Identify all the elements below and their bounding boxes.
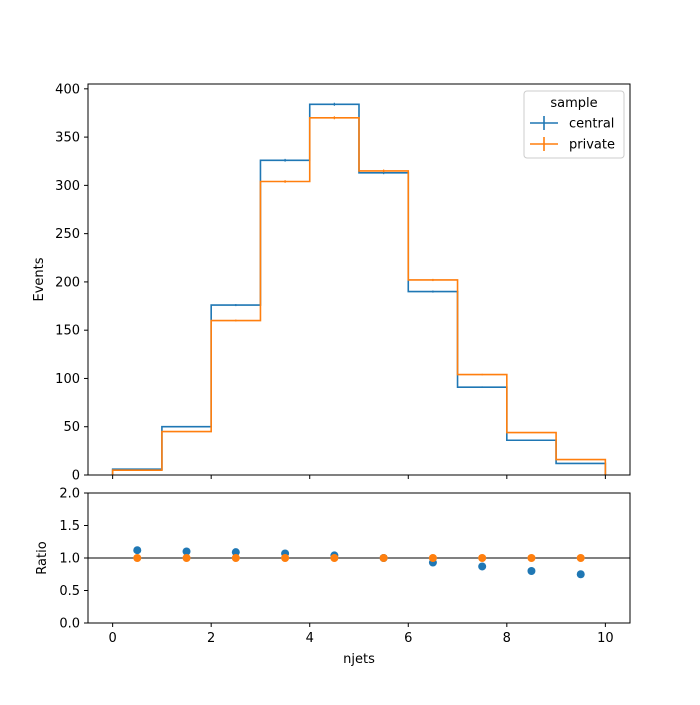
ratio-point-central xyxy=(527,567,536,575)
legend-box xyxy=(523,90,625,159)
ratio-point-private xyxy=(576,554,585,562)
legend-label-central: central xyxy=(569,117,614,132)
top-ylabel: Events xyxy=(32,257,47,301)
bottom-xtick-label: 10 xyxy=(597,631,614,646)
ratio-point-central xyxy=(478,562,487,571)
bottom-xlabel: njets xyxy=(343,652,375,667)
ratio-point-private xyxy=(231,554,240,562)
bottom-ytick-label: 2.0 xyxy=(59,487,80,502)
ratio-point-private xyxy=(478,554,487,562)
bottom-xtick-label: 6 xyxy=(404,631,412,646)
top-ytick-label: 200 xyxy=(55,275,80,290)
top-ytick-label: 100 xyxy=(55,372,80,387)
ratio-point-central xyxy=(133,546,142,555)
bottom-ytick-label: 0.5 xyxy=(59,584,80,599)
bottom-ytick-label: 1.0 xyxy=(59,552,80,567)
legend-title: sample xyxy=(550,96,597,111)
bottom-xtick-label: 2 xyxy=(207,631,215,646)
bottom-ylabel: Ratio xyxy=(35,541,50,574)
ratio-point-private xyxy=(428,554,437,562)
bottom-xtick-label: 8 xyxy=(503,631,511,646)
ratio-point-central xyxy=(576,570,585,579)
top-ytick-label: 250 xyxy=(55,227,80,242)
bottom-xtick-label: 4 xyxy=(306,631,314,646)
ratio-point-central xyxy=(182,547,191,556)
ratio-point-central xyxy=(231,548,240,557)
top-ytick-label: 0 xyxy=(72,469,80,484)
ratio-point-private xyxy=(281,554,290,562)
ratio-point-private xyxy=(527,554,536,562)
top-plot-frame xyxy=(87,83,631,476)
top-ytick-label: 300 xyxy=(55,179,80,194)
ratio-point-private xyxy=(133,554,142,562)
ratio-point-private xyxy=(379,554,388,562)
bottom-ytick-label: 0.0 xyxy=(59,617,80,632)
bottom-xtick-label: 0 xyxy=(108,631,116,646)
step-series-private xyxy=(111,116,607,475)
ratio-point-private xyxy=(330,554,339,562)
legend-label-private: private xyxy=(569,138,615,153)
top-ytick-label: 400 xyxy=(55,82,80,97)
bottom-ytick-label: 1.5 xyxy=(59,519,80,534)
ratio-point-private xyxy=(182,554,191,562)
top-ytick-label: 350 xyxy=(55,131,80,146)
top-ytick-label: 50 xyxy=(63,420,80,435)
bottom-plot-frame xyxy=(87,492,631,624)
top-ytick-label: 150 xyxy=(55,324,80,339)
